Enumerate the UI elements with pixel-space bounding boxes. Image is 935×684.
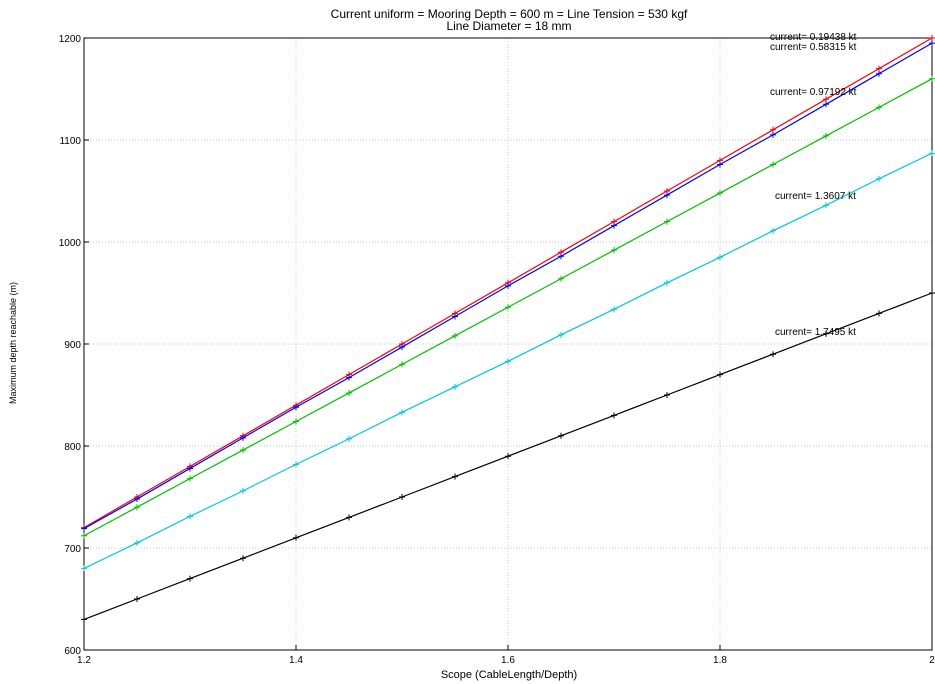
data-point xyxy=(770,131,776,138)
y-axis-label: Maximum depth reachable (m) xyxy=(8,282,18,404)
data-point xyxy=(558,253,564,260)
data-point xyxy=(823,330,829,337)
series-label: current= 0.58315 kt xyxy=(770,42,857,53)
x-tick-label: 1.4 xyxy=(289,655,303,666)
data-point xyxy=(876,175,882,182)
data-point xyxy=(611,412,617,419)
data-point xyxy=(876,104,882,111)
data-point xyxy=(240,447,246,454)
data-point xyxy=(505,358,511,365)
data-point xyxy=(823,132,829,139)
data-point xyxy=(717,371,723,378)
data-point xyxy=(134,496,140,503)
y-tick-label: 1000 xyxy=(59,238,82,249)
data-point xyxy=(876,310,882,317)
data-point xyxy=(187,465,193,472)
data-point xyxy=(929,150,935,157)
series-group xyxy=(81,35,935,623)
data-point xyxy=(611,222,617,229)
data-point xyxy=(876,70,882,77)
x-tick-label: 1.8 xyxy=(713,655,727,666)
data-point xyxy=(664,392,670,398)
data-point xyxy=(293,404,299,411)
chart-subtitle: Line Diameter = 18 mm xyxy=(446,19,571,33)
data-point xyxy=(293,534,299,541)
data-point xyxy=(81,565,87,572)
chart-title: Current uniform = Mooring Depth = 600 m … xyxy=(331,7,688,21)
data-point xyxy=(664,279,670,286)
data-point xyxy=(346,374,352,381)
data-point xyxy=(929,290,935,296)
y-tick-label: 600 xyxy=(64,646,81,657)
y-tick-label: 700 xyxy=(64,544,81,555)
data-point xyxy=(876,65,882,72)
data-point xyxy=(770,227,776,234)
data-point xyxy=(187,475,193,482)
data-point xyxy=(81,525,87,532)
y-tick-label: 1100 xyxy=(59,136,81,147)
data-point xyxy=(187,575,193,582)
series-label: current= 0.97192 kt xyxy=(770,87,857,98)
y-tick-label: 900 xyxy=(64,340,81,351)
data-point xyxy=(399,409,405,416)
data-point xyxy=(452,332,458,339)
data-point xyxy=(399,344,405,351)
data-point xyxy=(399,494,405,500)
data-point xyxy=(558,275,564,282)
data-point xyxy=(293,418,299,425)
series-label: current= 1.3607 kt xyxy=(775,191,856,202)
data-point xyxy=(240,555,246,562)
series-label: current= 1.7495 kt xyxy=(775,327,856,338)
data-point xyxy=(346,514,352,521)
data-point xyxy=(134,504,140,511)
data-point xyxy=(770,161,776,168)
x-tick-label: 1.6 xyxy=(501,655,515,666)
data-point xyxy=(611,306,617,313)
data-point xyxy=(717,190,723,197)
data-point xyxy=(664,192,670,199)
data-point xyxy=(770,126,776,133)
data-point xyxy=(240,487,246,494)
data-point xyxy=(929,35,935,41)
data-point xyxy=(399,361,405,368)
data-point xyxy=(81,616,87,623)
data-point xyxy=(505,304,511,311)
data-point xyxy=(505,453,511,460)
data-point xyxy=(823,101,829,108)
data-point xyxy=(187,513,193,520)
data-point xyxy=(664,218,670,225)
data-point xyxy=(505,282,511,289)
data-point xyxy=(558,331,564,338)
x-tick-label: 1.2 xyxy=(77,655,91,666)
data-point xyxy=(717,161,723,168)
y-tick-label: 800 xyxy=(64,442,81,453)
data-point xyxy=(823,202,829,209)
data-point xyxy=(346,435,352,442)
data-point xyxy=(293,461,299,468)
data-point xyxy=(134,596,140,602)
y-tick-label: 1200 xyxy=(59,34,82,45)
x-axis-label: Scope (CableLength/Depth) xyxy=(441,669,577,681)
data-point xyxy=(558,432,564,439)
series-label: current= 0.19438 kt xyxy=(770,32,857,43)
ticks: 1.2 1.4 1.6 1.8 2 600 700 800 900 1000 1100 1200 xyxy=(59,34,935,666)
data-point xyxy=(717,254,723,261)
data-point xyxy=(452,313,458,320)
data-point xyxy=(134,539,140,546)
data-point xyxy=(611,247,617,254)
data-point xyxy=(240,434,246,441)
data-point xyxy=(452,383,458,390)
data-point xyxy=(770,351,776,358)
data-point xyxy=(346,389,352,396)
data-point xyxy=(81,532,87,539)
data-point xyxy=(929,75,935,82)
data-point xyxy=(929,40,935,47)
x-tick-label: 2 xyxy=(929,655,935,666)
data-point xyxy=(452,473,458,480)
data-point xyxy=(823,96,829,103)
